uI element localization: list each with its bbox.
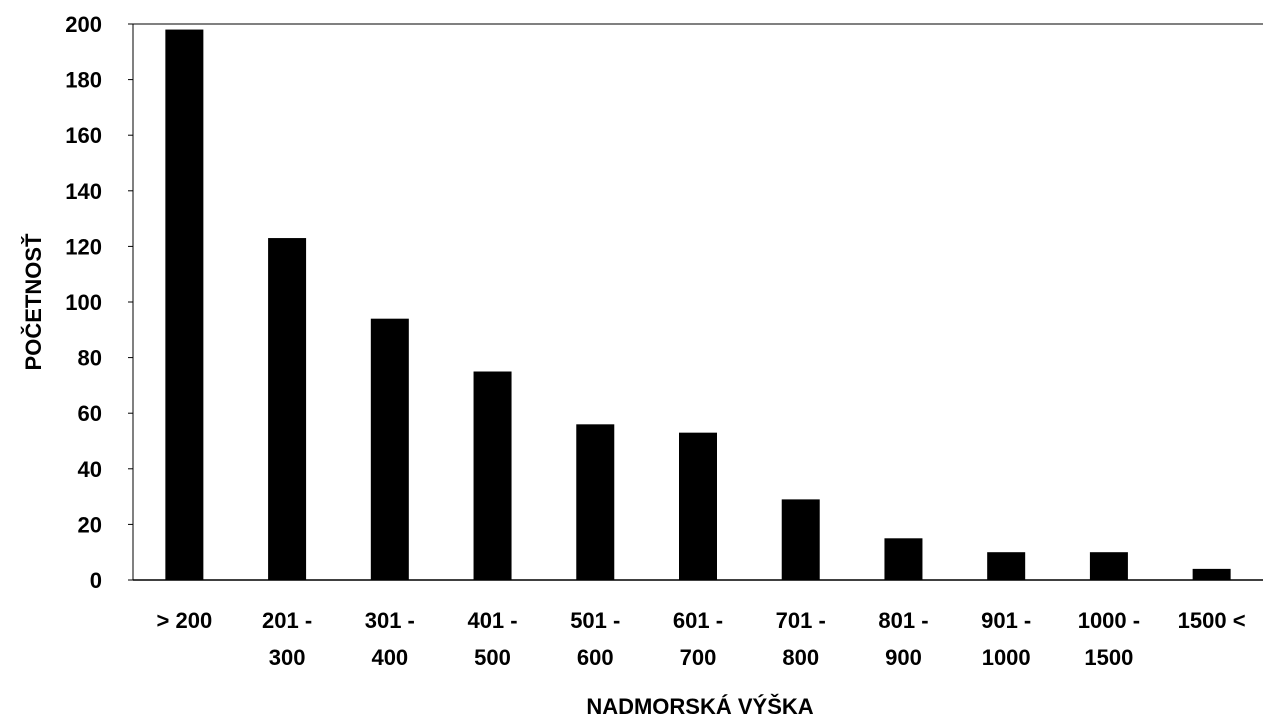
x-tick-label-line: 1000 - (1078, 608, 1140, 633)
x-tick-label-line: 301 - (365, 608, 415, 633)
x-tick-label-line: 601 - (673, 608, 723, 633)
bar (165, 29, 204, 581)
x-tick-label: > 200 (157, 608, 213, 633)
y-tick-label: 180 (65, 68, 102, 93)
x-tick-label: 1000 - 1500 (1078, 608, 1140, 670)
bar (370, 318, 409, 580)
y-axis-title: POČETNOSŤ (21, 233, 46, 370)
bar (1192, 568, 1231, 580)
x-tick-label: 701 - 800 (776, 608, 826, 670)
x-axis: > 200 201 - 300 301 - 400 401 - 500 501 - 600 601… (133, 579, 1263, 670)
y-tick-label: 200 (65, 12, 102, 37)
x-tick-label: 301 - 400 (365, 608, 415, 670)
y-tick-label: 40 (78, 457, 102, 482)
x-tick-label-line: 700 (680, 645, 717, 670)
bars (165, 29, 1231, 581)
x-tick-label-line: 500 (474, 645, 511, 670)
x-tick-label-line: 1500 (1084, 645, 1133, 670)
x-tick-label-line: 1500 < (1178, 608, 1246, 633)
x-tick-label: 201 - 300 (262, 608, 312, 670)
y-tick-label: 20 (78, 512, 102, 537)
bar (1089, 552, 1128, 580)
y-tick-label: 0 (90, 568, 102, 593)
x-tick-label-line: 400 (371, 645, 408, 670)
bar (679, 432, 717, 580)
bar (576, 424, 615, 580)
x-tick-label: 1500 < (1178, 608, 1246, 633)
y-tick-label: 140 (65, 179, 102, 204)
x-tick-label-line: 201 - (262, 608, 312, 633)
x-tick-label-line: 600 (577, 645, 614, 670)
x-tick-label: 801 - 900 (878, 608, 928, 670)
y-tick-label: 100 (65, 290, 102, 315)
x-tick-label: 901 - 1000 (981, 608, 1031, 670)
y-tick-label: 60 (78, 401, 102, 426)
x-tick-label-line: 900 (885, 645, 922, 670)
x-tick-label-line: 701 - (776, 608, 826, 633)
x-tick-label-line: 901 - (981, 608, 1031, 633)
x-tick-label-line: 300 (269, 645, 306, 670)
bar (781, 499, 820, 580)
x-tick-label-line: 401 - (467, 608, 517, 633)
x-axis-title: NADMORSKÁ VÝŠKA (586, 694, 813, 718)
bar (987, 552, 1026, 580)
x-tick-label: 501 - 600 (570, 608, 620, 670)
x-tick-label-line: 800 (782, 645, 819, 670)
bar (884, 538, 923, 580)
y-tick-label: 80 (78, 346, 102, 371)
y-tick-label: 120 (65, 234, 102, 259)
y-axis: 0 20 40 60 80 100 120 140 160 180 200 (65, 12, 1263, 593)
bar (473, 371, 512, 580)
x-tick-label-line: 1000 (982, 645, 1031, 670)
x-tick-label: 401 - 500 (467, 608, 517, 670)
x-tick-label-line: > 200 (157, 608, 213, 633)
x-tick-label-line: 801 - (878, 608, 928, 633)
x-tick-label-line: 501 - (570, 608, 620, 633)
y-tick-label: 160 (65, 123, 102, 148)
bar (268, 238, 307, 580)
x-tick-label: 601 - 700 (673, 608, 723, 670)
